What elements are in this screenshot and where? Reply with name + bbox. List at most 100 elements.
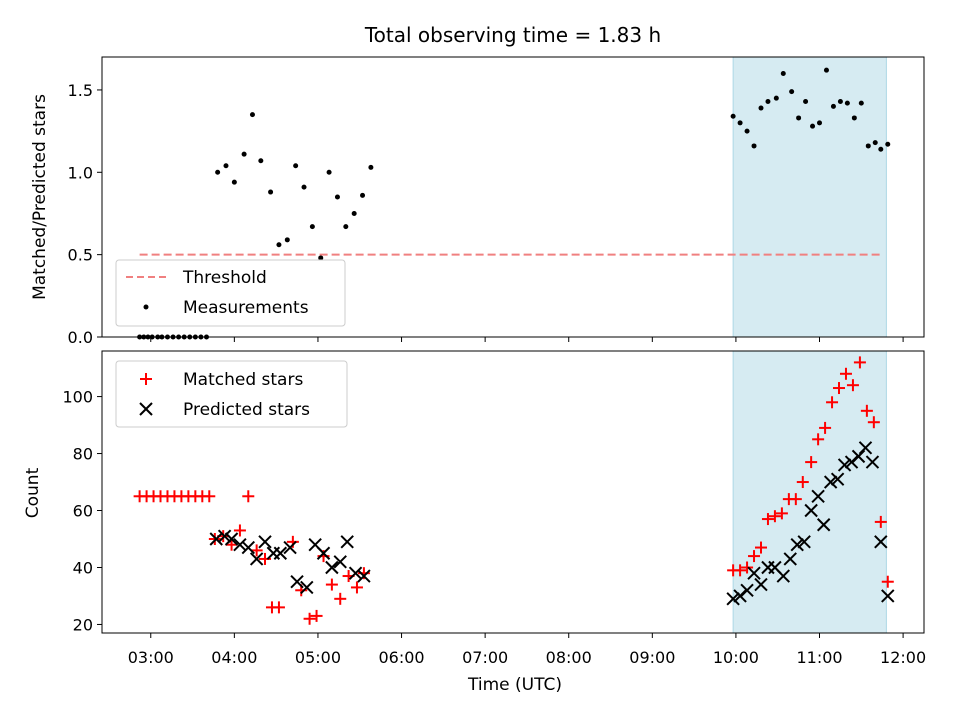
matched-point <box>881 575 894 588</box>
predicted-point-b <box>837 458 852 472</box>
predicted-point <box>797 535 811 549</box>
measurement-point <box>844 100 850 106</box>
predicted-legend-swatch <box>139 402 153 416</box>
count-y-tick-label: 100 <box>62 388 93 407</box>
predicted-point <box>754 577 768 592</box>
measurement-point <box>789 89 795 95</box>
predicted-point-b <box>249 552 264 566</box>
predicted-point-b <box>816 518 831 532</box>
measurement-point <box>284 237 290 243</box>
measurement-point <box>351 210 357 216</box>
predicted-point-b <box>300 580 314 595</box>
x-tick-label: 08:00 <box>546 648 592 667</box>
predicted-point <box>340 535 354 549</box>
matched-point <box>789 493 802 506</box>
predicted-point <box>316 546 331 560</box>
matched-point <box>225 538 238 551</box>
measurement-point <box>765 98 771 104</box>
matched-point <box>272 601 285 614</box>
matched-point <box>741 561 754 574</box>
predicted-point <box>740 583 754 597</box>
predicted-point-b <box>333 555 347 569</box>
matched-point <box>860 404 873 417</box>
matched-point <box>805 456 818 469</box>
predicted-point <box>881 589 895 603</box>
matched-point <box>768 510 781 523</box>
predicted-point <box>249 552 264 566</box>
matched-point <box>350 581 363 594</box>
measurement-point <box>309 224 315 230</box>
measurement-point <box>730 113 736 119</box>
predicted-point <box>804 503 818 518</box>
measurement-point <box>737 120 743 126</box>
predicted-point-b <box>874 535 888 549</box>
count-panel: 20 40 60 80 100 03:00 04:00 05:00 06:00 07:00 08:0… <box>23 350 926 695</box>
matched-legend-label: Matched stars <box>183 370 303 390</box>
predicted-point-b <box>865 455 880 469</box>
measurement-point <box>810 123 816 129</box>
count-legend: Matched stars Predicted stars <box>115 360 348 428</box>
predicted-point <box>217 529 232 543</box>
predicted-point <box>283 540 297 555</box>
measurement-point <box>258 158 264 164</box>
measurement-point <box>268 189 274 195</box>
matched-point <box>203 490 216 503</box>
predicted-point <box>851 449 866 464</box>
measurement-point <box>744 128 750 134</box>
count-legend-box <box>115 360 348 428</box>
matched-point <box>310 609 323 622</box>
x-tick-label: 12:00 <box>880 648 926 667</box>
matched-point <box>325 578 338 591</box>
measurement-point <box>858 100 864 106</box>
matched-point <box>867 416 880 429</box>
ratio-y-axis-label: Matched/Predicted stars <box>30 94 50 300</box>
count-y-tick-label: 20 <box>73 615 93 634</box>
matched-point <box>846 379 859 392</box>
ratio-y-tick-label: 0.5 <box>68 246 93 265</box>
predicted-point <box>823 475 838 489</box>
ratio-y-tick-label: 1.0 <box>68 163 93 182</box>
matched-legend-swatch <box>140 373 152 385</box>
predicted-point-b <box>790 537 804 552</box>
measurement-point <box>837 98 843 104</box>
matched-point <box>233 524 246 537</box>
count-panel-frame <box>101 350 925 634</box>
x-tick-label: 11:00 <box>796 648 842 667</box>
predicted-point <box>258 535 272 549</box>
ratio-y-tick-label: 0.0 <box>68 328 93 347</box>
predicted-point <box>290 575 304 589</box>
predicted-point <box>816 518 831 532</box>
measurement-point <box>758 105 764 111</box>
predicted-point-b <box>308 537 322 552</box>
matched-point <box>819 421 832 434</box>
predicted-point-b <box>241 540 255 555</box>
measurements-legend-swatch <box>143 304 149 310</box>
predicted-point <box>241 540 255 555</box>
predicted-point-b <box>823 475 838 489</box>
matched-point <box>775 507 788 520</box>
x-tick-label: 09:00 <box>629 648 675 667</box>
predicted-point <box>224 532 239 546</box>
count-y-tick-label: 80 <box>73 445 93 464</box>
matched-point <box>826 396 839 409</box>
measurement-point <box>885 141 891 147</box>
measurement-point <box>780 70 786 76</box>
matched-point <box>812 433 825 446</box>
predicted-legend-label: Predicted stars <box>183 400 310 420</box>
predicted-point <box>790 537 804 552</box>
measurement-point <box>276 242 282 248</box>
predicted-point <box>837 458 852 472</box>
x-tick-label: 03:00 <box>128 648 174 667</box>
measurement-point <box>223 163 229 169</box>
x-tick-label: 10:00 <box>713 648 759 667</box>
measurement-point <box>878 146 884 152</box>
count-y-tick-label: 40 <box>73 558 93 577</box>
count-y-axis-label: Count <box>23 467 43 518</box>
threshold-legend-label: Threshold <box>182 268 267 288</box>
predicted-point <box>273 546 288 560</box>
measurement-point <box>241 151 247 157</box>
predicted-point-b <box>283 540 297 555</box>
x-tick-label: 06:00 <box>378 648 424 667</box>
measurement-point <box>368 164 374 170</box>
